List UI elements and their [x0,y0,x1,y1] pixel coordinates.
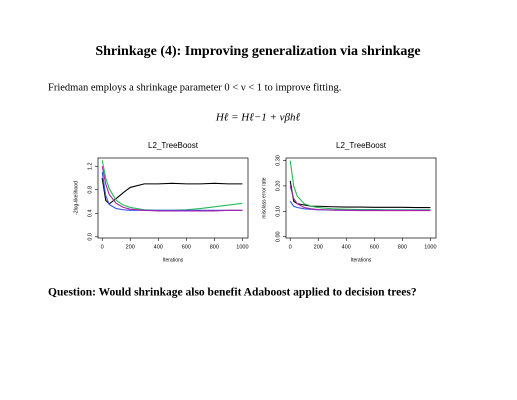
y-tick-label: 0.0 [87,233,93,241]
x-tick-label: 800 [398,244,407,250]
y-tick-label: 0.30 [275,155,281,166]
chart-title: L2_TreeBoost [336,141,387,150]
x-tick-label: 1000 [424,244,436,250]
formula: Hℓ = Hℓ−1 + νβhℓ [215,112,301,124]
plot-frame [97,157,249,239]
x-tick-label: 0 [101,244,104,250]
x-tick-label: 400 [342,244,351,250]
y-tick-label: 0.4 [87,209,93,217]
y-axis-label: -2log-likelihood [73,181,79,215]
chart-title: L2_TreeBoost [148,141,199,150]
series-line [101,177,243,205]
x-tick-label: 600 [370,244,379,250]
series-line [101,166,243,212]
series-line [289,185,431,212]
x-axis-label: Iterations [351,257,372,263]
plot-frame [285,157,437,239]
x-tick-label: 200 [314,244,323,250]
y-tick-label: 0.8 [87,186,93,194]
y-tick-label: 0.20 [275,181,281,192]
x-axis-label: Iterations [163,257,184,263]
x-tick-label: 800 [210,244,219,250]
x-tick-label: 600 [182,244,191,250]
x-tick-label: 200 [126,244,135,250]
y-axis-label: misclass error rate [261,177,267,218]
question: Question: Would shrinkage also benefit A… [48,287,417,299]
slide-title: Shrinkage (4): Improving generalization … [95,44,420,59]
x-tick-label: 0 [289,244,292,250]
x-tick-label: 400 [154,244,163,250]
y-tick-label: 0.00 [275,231,281,242]
body-text: Friedman employs a shrinkage parameter 0… [48,82,341,93]
y-tick-label: 1.2 [87,162,93,170]
y-tick-label: 0.10 [275,206,281,217]
x-tick-label: 1000 [236,244,248,250]
